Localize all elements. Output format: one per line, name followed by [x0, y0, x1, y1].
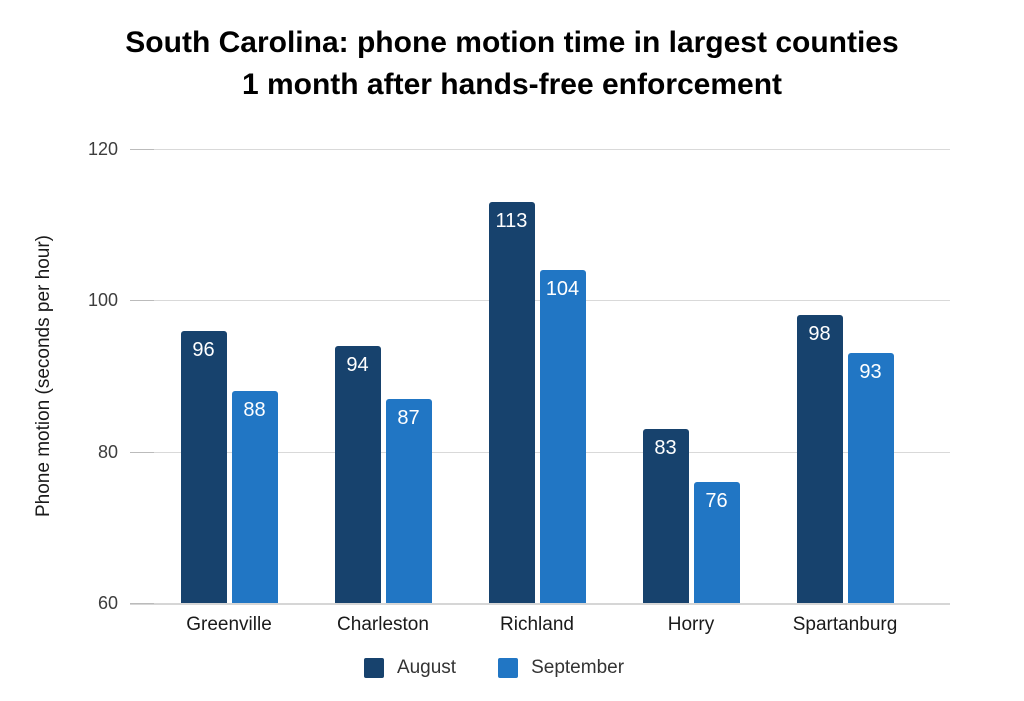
gridline-120	[130, 149, 950, 150]
x-axis-label-richland: Richland	[500, 614, 574, 635]
bar-group-greenville: 96 88	[180, 330, 278, 603]
y-axis-title: Phone motion (seconds per hour)	[33, 235, 54, 517]
x-axis-label-charleston: Charleston	[337, 614, 429, 635]
x-axis-label-horry: Horry	[667, 614, 715, 635]
legend-label-september: September	[531, 657, 625, 678]
y-tick-mark-100	[130, 300, 154, 302]
bar-group-richland: 113 104	[488, 201, 586, 603]
x-axis-label-spartanburg: Spartanburg	[792, 614, 898, 635]
y-tick-label-60: 60	[97, 593, 118, 613]
bar-august-spartanburg: 98	[796, 315, 843, 603]
chart-title-line-1: South Carolina: phone motion time in lar…	[125, 26, 899, 59]
legend-swatch-august	[363, 658, 384, 678]
bar-value-label: 88	[243, 399, 266, 422]
y-tick-label-100: 100	[87, 290, 118, 311]
bar-september-spartanburg: 93	[847, 353, 894, 603]
bar-september-greenville: 88	[231, 391, 278, 603]
y-tick-mark-120	[130, 149, 154, 150]
bar-august-greenville: 96	[180, 330, 227, 603]
bar-value-label: 83	[654, 436, 677, 459]
bar-value-label: 94	[346, 353, 369, 376]
chart-title: South Carolina: phone motion time in lar…	[0, 22, 1024, 106]
bar-august-horry: 83	[642, 428, 689, 603]
bar-value-label: 104	[545, 278, 580, 301]
legend-label-august: August	[396, 657, 457, 678]
legend: August September	[0, 657, 1006, 679]
y-tick-mark-60	[130, 603, 154, 604]
bar-group-horry: 83 76	[642, 428, 740, 603]
bar-value-label: 113	[495, 209, 528, 232]
bar-september-horry: 76	[693, 481, 740, 603]
plot-area: 96 88 94 87 113 104 83 76 98 93	[130, 149, 950, 605]
bar-september-richland: 104	[539, 270, 586, 603]
gridline-60	[130, 603, 950, 605]
y-tick-label-120: 120	[87, 139, 118, 159]
y-tick-mark-80	[130, 451, 154, 453]
bar-value-label: 93	[859, 361, 882, 384]
x-axis-label-greenville: Greenville	[186, 614, 272, 635]
bar-group-charleston: 94 87	[334, 345, 432, 603]
bar-group-spartanburg: 98 93	[796, 315, 894, 603]
bar-value-label: 96	[192, 338, 215, 361]
y-tick-label-80: 80	[97, 441, 118, 462]
legend-swatch-september	[498, 658, 519, 678]
bar-value-label: 98	[808, 323, 831, 346]
bar-value-label: 87	[397, 406, 420, 429]
chart-title-line-2: 1 month after hands-free enforcement	[241, 68, 783, 101]
bar-value-label: 76	[705, 489, 728, 512]
legend-item-august: August	[363, 657, 457, 679]
bar-august-charleston: 94	[334, 345, 381, 603]
bar-september-charleston: 87	[385, 398, 432, 603]
legend-item-september: September	[498, 657, 624, 679]
bar-august-richland: 113	[488, 201, 535, 603]
